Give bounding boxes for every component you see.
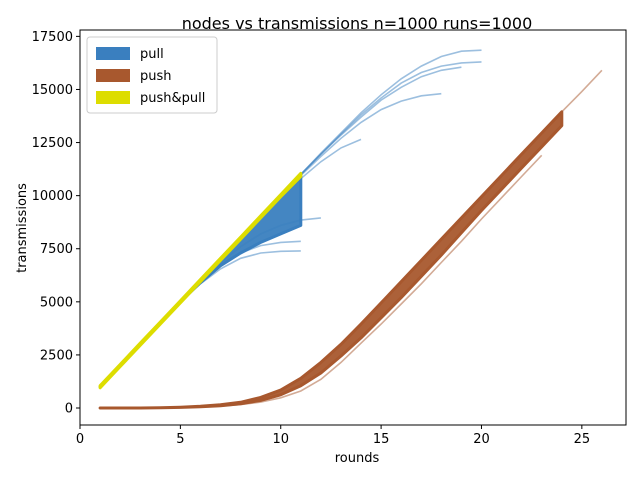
x-tick-label-5: 25 (574, 432, 591, 447)
legend-swatch-1 (96, 69, 130, 82)
legend-label-0: pull (140, 47, 164, 62)
y-tick-label-0: 0 (65, 402, 73, 417)
plot-area (98, 49, 603, 410)
x-axis: 0 5 10 15 20 25 (76, 425, 590, 447)
x-tick-label-1: 5 (176, 432, 184, 447)
legend-swatch-0 (96, 47, 130, 60)
series-band-2 (98, 171, 303, 390)
x-tick-label-4: 20 (473, 432, 490, 447)
legend-swatch-2 (96, 91, 130, 104)
y-tick-label-7: 17500 (32, 30, 73, 45)
x-tick-label-3: 15 (373, 432, 390, 447)
legend-label-1: push (140, 69, 172, 84)
axes-frame (79, 29, 627, 426)
legend: pull push push&pull (86, 36, 218, 114)
y-tick-label-4: 10000 (32, 189, 73, 204)
y-axis-label: transmissions (15, 183, 30, 273)
x-tick-label-0: 0 (76, 432, 84, 447)
legend-label-2: push&pull (140, 91, 205, 106)
chart-title: nodes vs transmissions n=1000 runs=1000 (182, 14, 533, 33)
series-1-run-1 (100, 69, 603, 409)
series-1 (98, 69, 603, 410)
y-tick-label-2: 5000 (40, 295, 73, 310)
y-tick-label-5: 12500 (32, 136, 73, 151)
x-axis-label: rounds (335, 451, 380, 466)
y-tick-label-3: 7500 (40, 242, 73, 257)
x-tick-label-2: 10 (272, 432, 289, 447)
series-2 (98, 171, 303, 390)
y-tick-label-6: 15000 (32, 83, 73, 98)
y-tick-label-1: 2500 (40, 348, 73, 363)
y-axis: 0 2500 5000 7500 10000 12500 15000 17500 (32, 30, 80, 417)
